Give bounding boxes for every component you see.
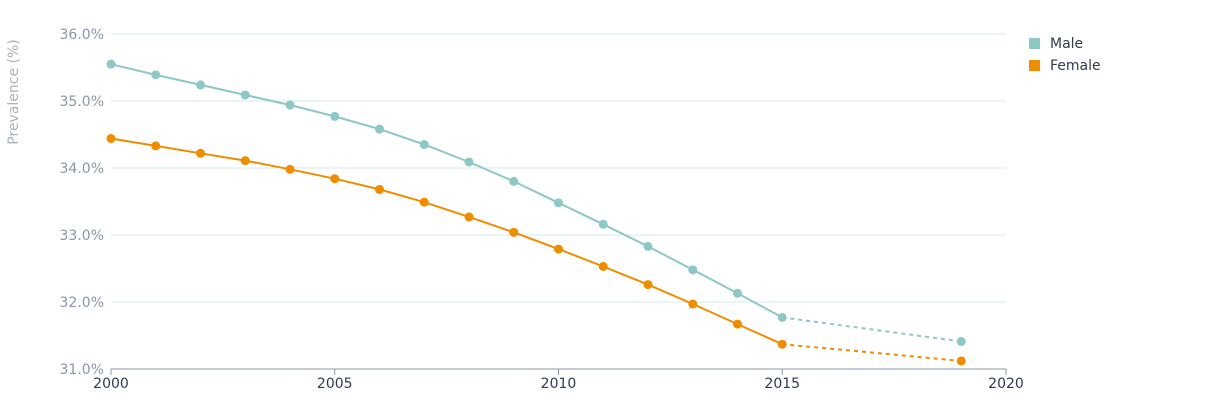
female-data-point[interactable] [688, 299, 698, 309]
female-data-point[interactable] [554, 244, 563, 254]
x-tick-label: 2010 [541, 376, 577, 392]
female-data-point[interactable] [106, 134, 116, 144]
legend-swatch [1029, 38, 1040, 49]
female-data-point[interactable] [464, 212, 474, 222]
grid [111, 33, 1006, 370]
x-tick-label: 2005 [317, 376, 353, 392]
male-data-point[interactable] [196, 80, 205, 90]
male-projected-point[interactable] [956, 337, 966, 347]
female-data-point[interactable] [375, 184, 384, 194]
legend-swatch [1029, 60, 1040, 71]
female-data-point[interactable] [330, 174, 340, 184]
male-data-point[interactable] [598, 219, 608, 229]
y-tick-label: 31.0% [60, 362, 104, 378]
female-data-point[interactable] [419, 197, 429, 207]
female-data-point[interactable] [598, 261, 608, 271]
female-data-point[interactable] [777, 339, 787, 349]
female-data-point[interactable] [240, 156, 250, 166]
male-data-point[interactable] [464, 157, 474, 167]
female-data-point[interactable] [733, 319, 742, 329]
female-data-point[interactable] [285, 164, 295, 174]
legend: Male Female [1029, 36, 1101, 74]
male-data-point[interactable] [554, 198, 563, 208]
male-projection-line [782, 316, 962, 343]
legend-item-male[interactable]: Male [1029, 36, 1083, 52]
y-tick-label: 36.0% [60, 27, 104, 43]
female-data-point[interactable] [151, 141, 161, 151]
axes: 31.0% 32.0% 33.0% 34.0% 35.0% 36.0% 2000 2005 20… [60, 27, 1024, 392]
female-projection-line [782, 343, 962, 362]
female-data-point[interactable] [643, 280, 653, 290]
series-male [106, 59, 966, 347]
y-axis-label: Prevalence (%) [6, 39, 22, 145]
legend-label: Female [1050, 58, 1101, 74]
y-tick-label: 35.0% [60, 94, 104, 110]
legend-item-female[interactable]: Female [1029, 58, 1101, 74]
series-female [106, 134, 966, 366]
male-data-point[interactable] [106, 59, 116, 69]
male-data-point[interactable] [509, 176, 519, 186]
male-data-point[interactable] [375, 124, 384, 134]
female-data-point[interactable] [509, 227, 519, 237]
male-data-point[interactable] [733, 288, 742, 298]
male-series-line [110, 63, 783, 319]
female-projected-point[interactable] [956, 356, 966, 366]
male-data-point[interactable] [419, 140, 429, 150]
y-tick-label: 33.0% [60, 228, 104, 244]
male-data-point[interactable] [240, 90, 250, 100]
series [106, 59, 966, 366]
legend-label: Male [1050, 36, 1083, 52]
female-data-point[interactable] [196, 148, 205, 158]
x-tick-label: 2015 [764, 376, 800, 392]
male-data-point[interactable] [688, 265, 698, 275]
female-series-line [110, 137, 783, 346]
male-data-point[interactable] [777, 312, 787, 322]
x-tick-label: 2020 [988, 376, 1024, 392]
male-data-point[interactable] [285, 100, 295, 110]
male-data-point[interactable] [643, 241, 653, 251]
y-tick-label: 34.0% [60, 161, 104, 177]
y-tick-label: 32.0% [60, 295, 104, 311]
male-data-point[interactable] [151, 70, 161, 80]
x-tick-label: 2000 [93, 376, 129, 392]
male-data-point[interactable] [330, 111, 340, 121]
